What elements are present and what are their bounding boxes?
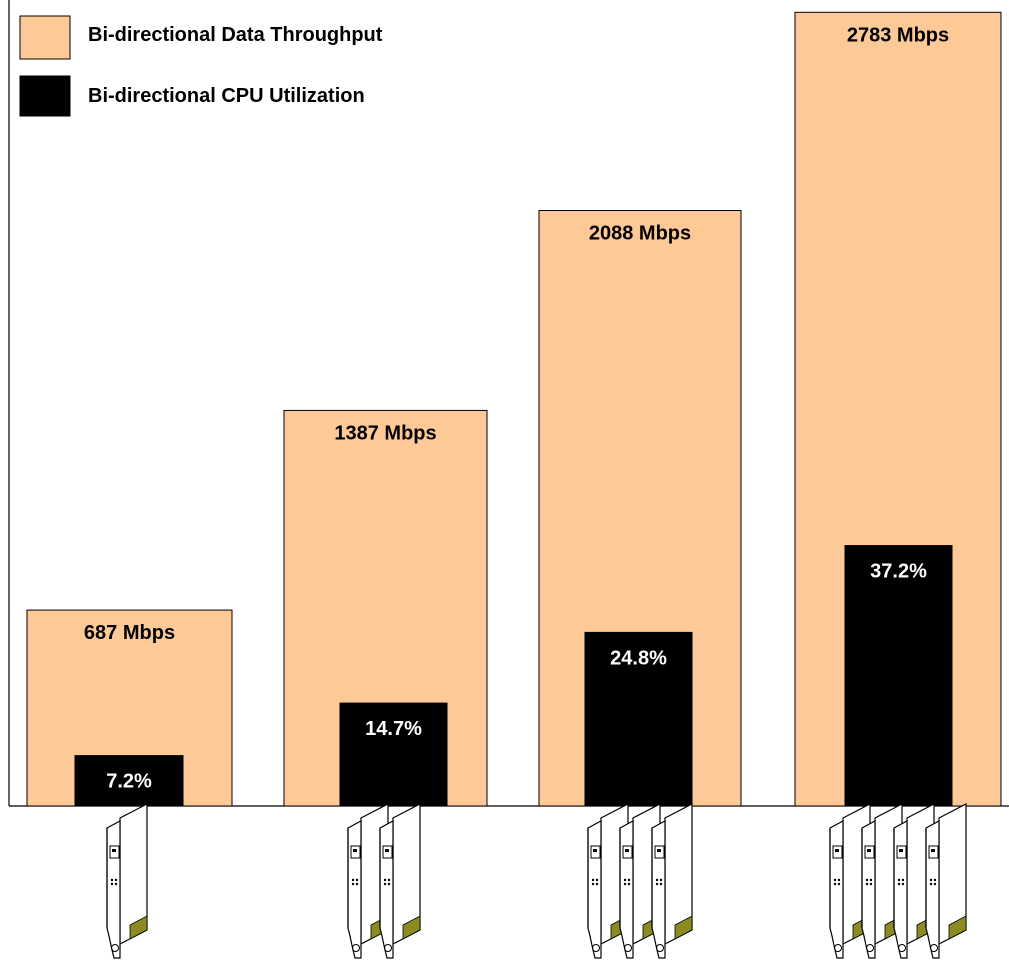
cpu-value-label: 7.2%: [106, 771, 152, 793]
cpu-value-label: 37.2%: [870, 561, 927, 583]
bar-group: 2088 Mbps 24.8%: [538, 210, 742, 807]
adapter-card-set: [829, 803, 967, 959]
throughput-value-label: 2088 Mbps: [589, 223, 691, 245]
network-adapter-card-icon: [106, 803, 148, 959]
cpu-value-label: 14.7%: [365, 718, 422, 740]
legend-label-cpu: Bi-directional CPU Utilization: [88, 85, 365, 107]
bars: 687 Mbps 7.2% 1387 Mbps 14.7% 2088 Mbps 24.8%…: [26, 11, 1002, 807]
cpu-bar: [339, 702, 448, 807]
throughput-value-label: 1387 Mbps: [334, 422, 436, 444]
adapter-card-set: [587, 803, 693, 959]
throughput-value-label: 687 Mbps: [84, 622, 175, 644]
network-adapter-card-icon: [925, 803, 967, 959]
legend: Bi-directional Data Throughput Bi-direct…: [19, 15, 383, 117]
cpu-value-label: 24.8%: [610, 647, 667, 669]
adapter-card-set: [347, 803, 421, 959]
adapter-card-set: [106, 803, 148, 959]
adapter-icons: [106, 803, 967, 959]
bar-group: 1387 Mbps 14.7%: [283, 409, 488, 807]
legend-swatch-cpu: [19, 75, 71, 117]
bar-group: 2783 Mbps 37.2%: [794, 11, 1002, 807]
network-adapter-card-icon: [651, 803, 693, 959]
bar-group: 687 Mbps 7.2%: [26, 609, 233, 807]
cpu-bar: [844, 545, 953, 807]
legend-swatch-throughput: [19, 15, 71, 60]
cpu-bar: [584, 631, 693, 807]
throughput-value-label: 2783 Mbps: [847, 24, 949, 46]
network-adapter-card-icon: [379, 803, 421, 959]
legend-label-throughput: Bi-directional Data Throughput: [88, 24, 383, 46]
cpu-bar: [74, 755, 184, 807]
